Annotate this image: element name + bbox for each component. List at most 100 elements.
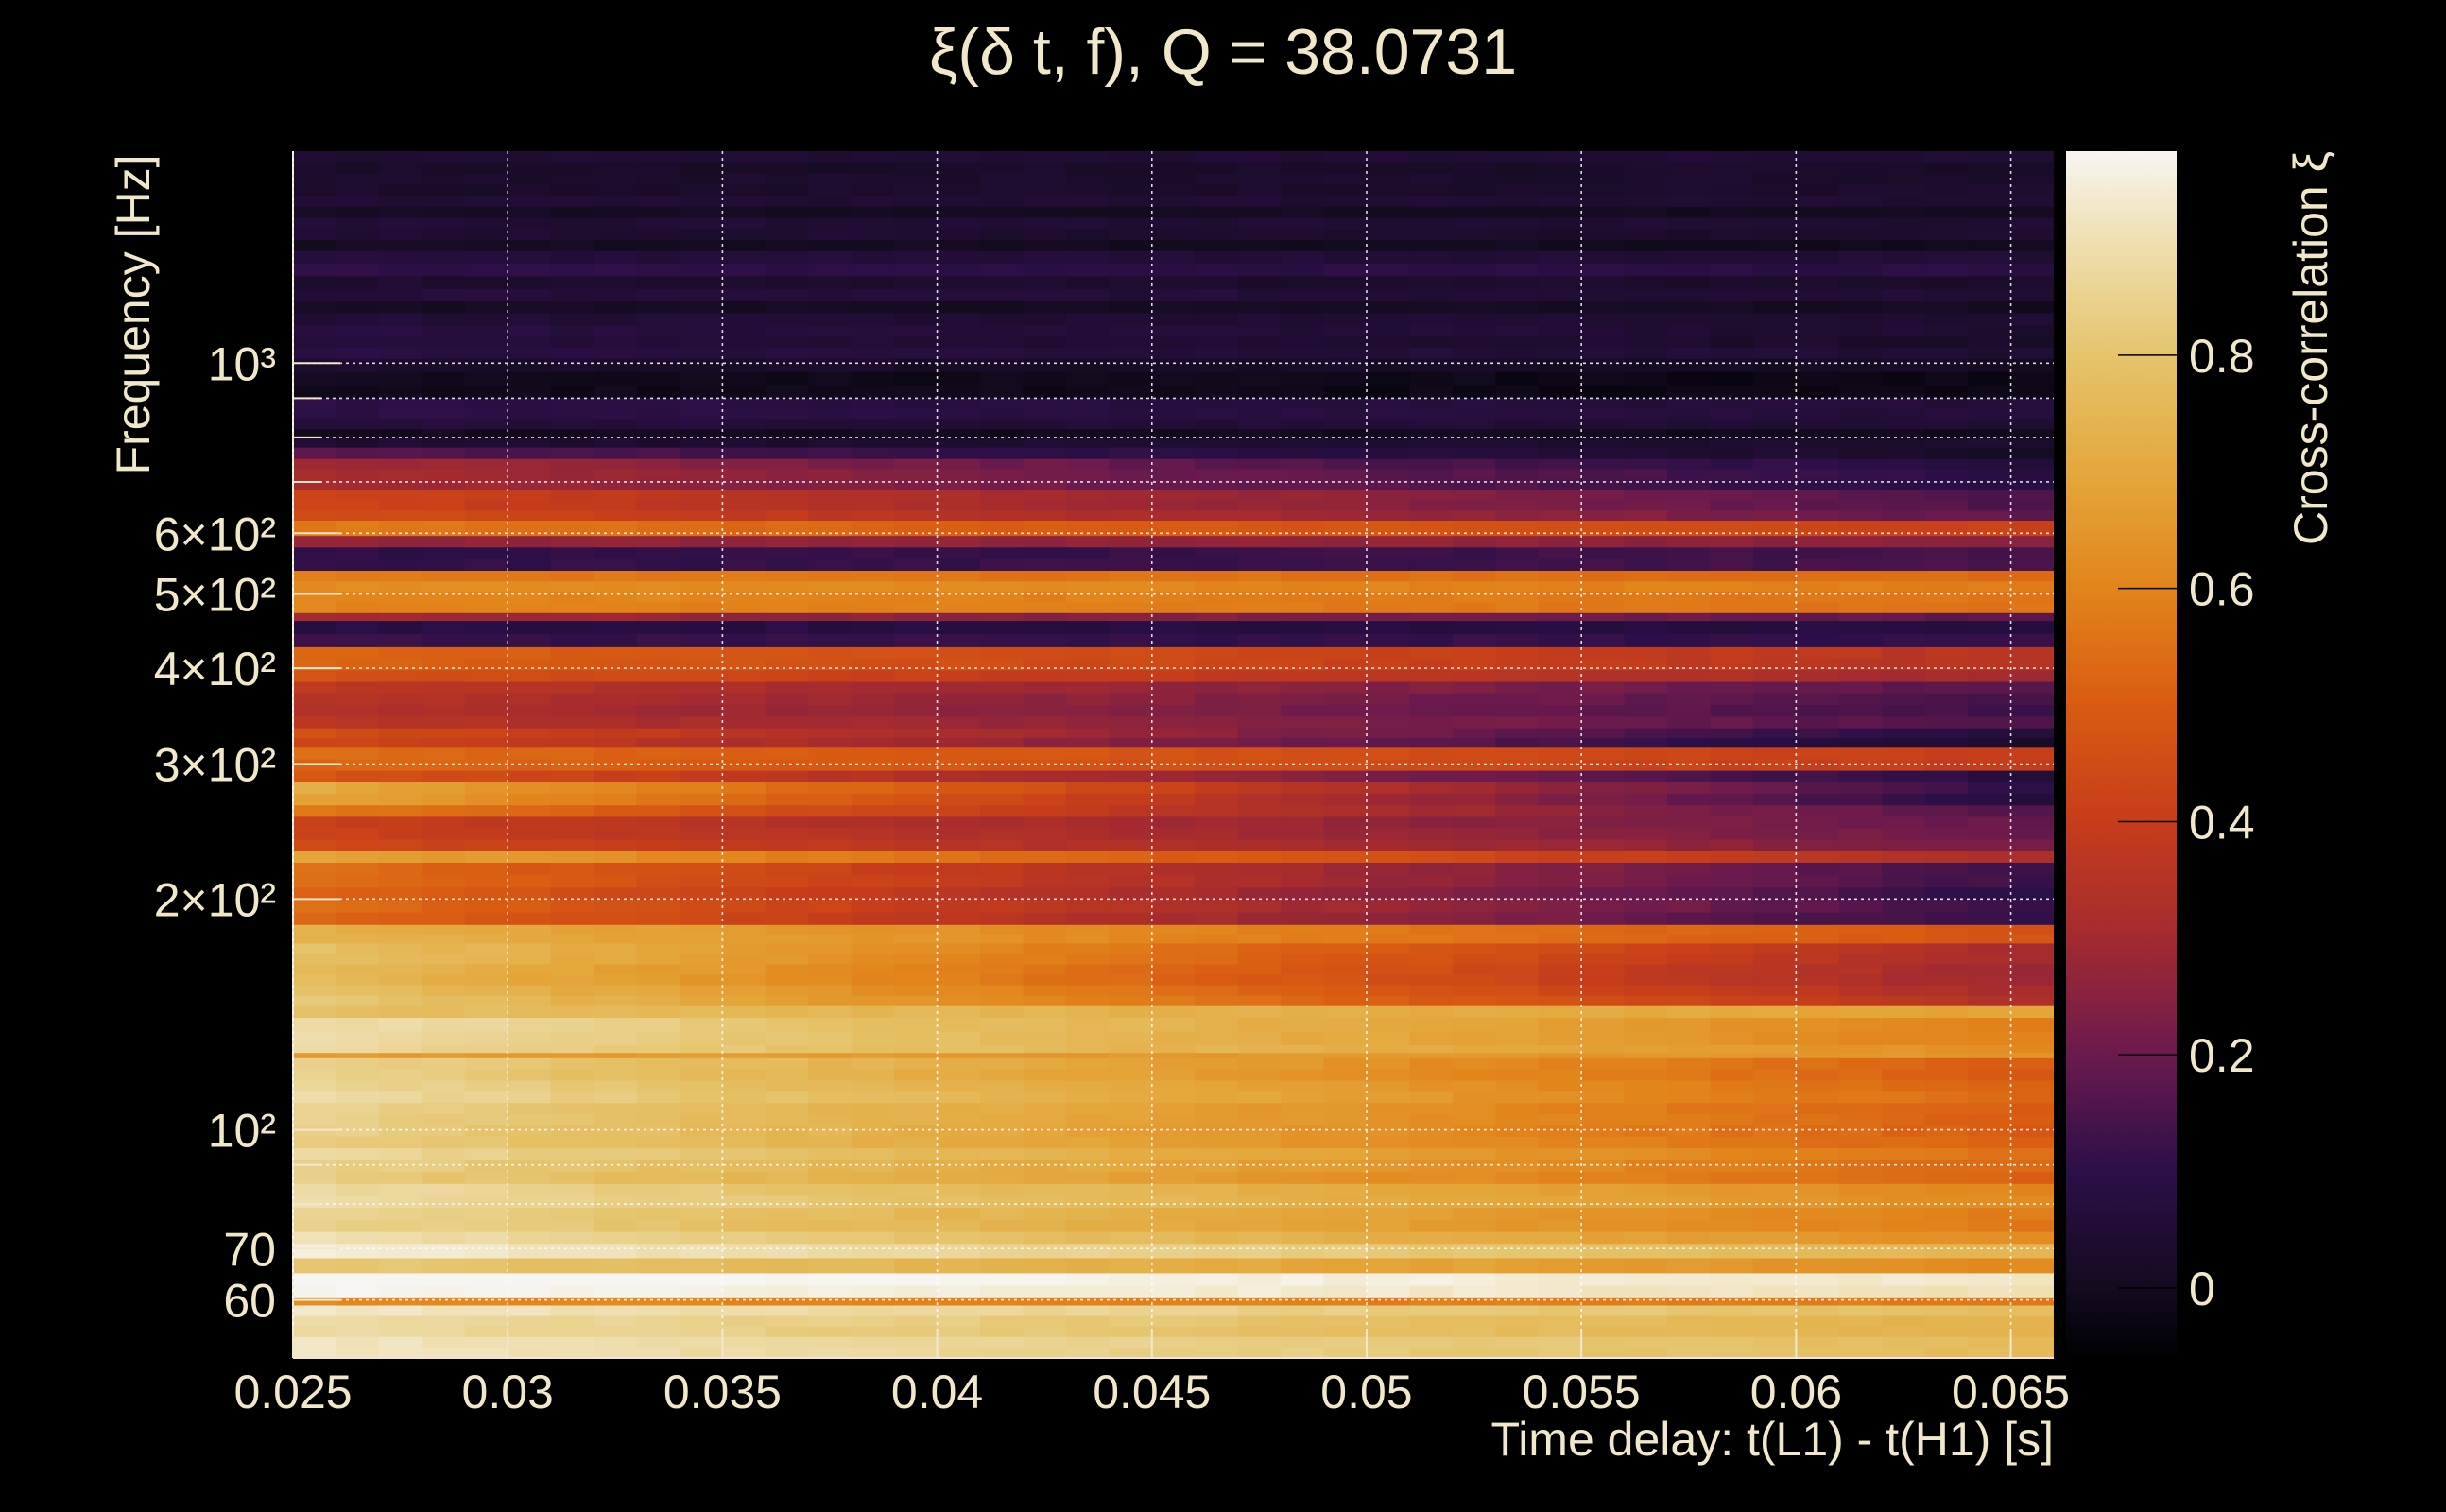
heatmap-cell — [1323, 151, 1368, 163]
heatmap-cell — [1924, 419, 1969, 430]
heatmap-cell — [680, 964, 724, 976]
heatmap-cell — [508, 705, 552, 718]
heatmap-cell — [765, 634, 809, 648]
heatmap-cell — [594, 447, 638, 460]
heatmap-cell — [937, 1136, 981, 1149]
heatmap-cell — [1023, 1160, 1067, 1174]
heatmap-cell — [336, 479, 380, 491]
heatmap-cell — [1882, 1031, 1926, 1046]
heatmap-cell — [1065, 1160, 1111, 1174]
heatmap-cell — [1409, 358, 1454, 373]
heatmap-cell — [1151, 995, 1196, 1007]
heatmap-cell — [808, 1091, 853, 1104]
heatmap-cell — [1023, 716, 1067, 730]
heatmap-cell — [1367, 612, 1411, 622]
heatmap-cell — [1323, 479, 1368, 491]
heatmap-cell — [293, 705, 337, 718]
heatmap-cell — [1581, 716, 1626, 730]
heatmap-cell — [894, 1005, 939, 1019]
heatmap-cell — [636, 943, 680, 955]
heatmap-cell — [1151, 900, 1196, 914]
heatmap-cell — [1065, 621, 1111, 635]
heatmap-cell — [336, 313, 380, 327]
y-tick-label: 4×10² — [154, 643, 276, 696]
heatmap-cell — [636, 934, 680, 945]
heatmap-cell — [1924, 469, 1969, 481]
heatmap-cell — [1281, 954, 1325, 966]
heatmap-cell — [1495, 490, 1540, 502]
heatmap-cell — [1023, 1195, 1067, 1209]
heatmap-cell — [636, 336, 680, 349]
heatmap-cell — [1409, 1258, 1454, 1275]
heatmap-cell — [293, 782, 337, 795]
heatmap-cell — [680, 716, 724, 730]
heatmap-cell — [1838, 240, 1883, 252]
heatmap-cell — [980, 358, 1025, 373]
heatmap-cell — [1752, 934, 1798, 945]
heatmap-cell — [1281, 1285, 1325, 1299]
heatmap-cell — [1495, 458, 1540, 471]
heatmap-cell — [851, 805, 895, 818]
heatmap-cell — [550, 1031, 594, 1046]
heatmap-cell — [1023, 547, 1067, 560]
heatmap-cell — [1710, 1305, 1754, 1317]
heatmap-cell — [1151, 536, 1196, 548]
heatmap-cell — [464, 1005, 508, 1019]
heatmap-cell — [1109, 839, 1153, 852]
heatmap-cell — [765, 1208, 809, 1221]
heatmap-cell — [1195, 1326, 1239, 1338]
heatmap-cell — [808, 943, 853, 955]
heatmap-cell — [1495, 1160, 1540, 1174]
heatmap-cell — [508, 1080, 552, 1093]
heatmap-cell — [1195, 385, 1239, 400]
heatmap-cell — [1237, 240, 1282, 252]
heatmap-cell — [378, 1183, 423, 1197]
heatmap-cell — [1065, 1057, 1111, 1071]
heatmap-cell — [851, 325, 895, 337]
heatmap-cell — [1323, 1057, 1368, 1071]
heatmap-cell — [937, 1195, 981, 1209]
heatmap-cell — [1281, 1136, 1325, 1149]
heatmap-cell — [1023, 670, 1067, 683]
heatmap-cell — [1237, 728, 1282, 739]
heatmap-cell — [680, 162, 724, 175]
heatmap-cell — [1023, 782, 1067, 795]
heatmap-cell — [1968, 162, 2012, 175]
heatmap-cell — [851, 276, 895, 290]
heatmap-cell — [980, 621, 1025, 635]
heatmap-cell — [1195, 398, 1239, 410]
heatmap-cell — [422, 571, 466, 582]
heatmap-cell — [2010, 934, 2054, 945]
heatmap-cell — [1882, 1347, 1926, 1358]
heatmap-cell — [808, 1258, 853, 1275]
heatmap-cell — [1538, 716, 1582, 730]
heatmap-cell — [1838, 250, 1883, 265]
heatmap-cell — [722, 964, 767, 976]
heatmap-cell — [980, 229, 1025, 241]
heatmap-cell — [2010, 900, 2054, 914]
heatmap-cell — [1710, 184, 1754, 197]
heatmap-cell — [2010, 1031, 2054, 1046]
heatmap-cell — [1409, 900, 1454, 914]
heatmap-cell — [336, 162, 380, 175]
heatmap-cell — [1667, 875, 1712, 889]
heatmap-cell — [894, 490, 939, 502]
heatmap-cell — [1237, 469, 1282, 481]
heatmap-cell — [1710, 621, 1754, 635]
heatmap-cell — [1581, 547, 1626, 560]
heatmap-cell — [1968, 184, 2012, 197]
heatmap-cell — [1752, 1208, 1798, 1221]
heatmap-cell — [1624, 1297, 1668, 1307]
heatmap-cell — [1838, 770, 1883, 783]
heatmap-cell — [1752, 863, 1798, 876]
heatmap-cell — [1624, 398, 1668, 410]
heatmap-cell — [1323, 1018, 1368, 1033]
heatmap-cell — [293, 173, 337, 185]
heatmap-cell — [722, 1244, 767, 1260]
heatmap-cell — [1796, 558, 1840, 572]
heatmap-cell — [1495, 558, 1540, 572]
heatmap-cell — [1409, 646, 1454, 660]
heatmap-cell — [1752, 500, 1798, 511]
heatmap-cell — [464, 581, 508, 593]
heatmap-cell — [1151, 1336, 1196, 1349]
